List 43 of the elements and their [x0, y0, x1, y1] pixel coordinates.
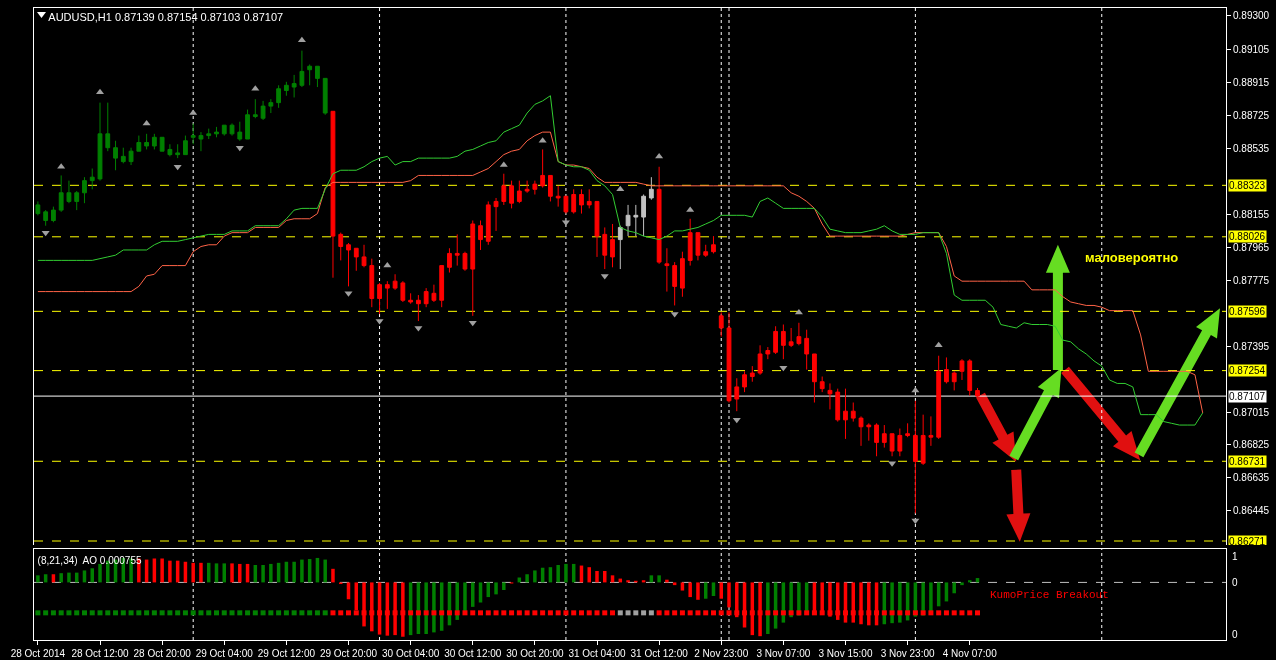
- ref-line-label: 0.88026: [1229, 231, 1266, 242]
- x-tick-label: 30 Oct 12:00: [444, 648, 502, 659]
- ref-line-label: 0.88323: [1229, 180, 1266, 191]
- text: 0: [1232, 629, 1238, 640]
- x-tick-label: 29 Oct 04:00: [195, 648, 254, 659]
- ref-line-label: 0.87596: [1229, 306, 1266, 317]
- y-tick-label: 0.87395: [1233, 340, 1270, 352]
- x-tick-label: 29 Oct 20:00: [319, 648, 378, 659]
- y-tick-label: 0.88535: [1233, 143, 1270, 155]
- text: 1: [1232, 551, 1238, 562]
- annotation: маловероятно: [1085, 250, 1179, 265]
- x-tick-label: 4 Nov 07:00: [942, 648, 998, 659]
- ref-line-label: 0.87107: [1229, 391, 1266, 402]
- x-tick-label: 3 Nov 07:00: [756, 648, 811, 659]
- y-tick-label: 0.86445: [1233, 505, 1270, 517]
- x-tick-label: 3 Nov 23:00: [880, 648, 936, 659]
- y-tick-label: 0.88155: [1233, 208, 1270, 220]
- y-tick-label: 0.86635: [1233, 472, 1270, 484]
- y-tick-label: 0.87965: [1233, 241, 1270, 253]
- x-tick-label: 29 Oct 12:00: [257, 648, 316, 659]
- annotation: KumoPrice Breakout: [990, 589, 1109, 601]
- x-tick-label: 3 Nov 15:00: [818, 648, 873, 659]
- x-tick-label: 30 Oct 04:00: [382, 648, 440, 659]
- x-tick-label: 30 Oct 20:00: [506, 648, 564, 659]
- x-tick-label: 28 Oct 12:00: [71, 648, 130, 659]
- y-tick-label: 0.89300: [1233, 10, 1270, 22]
- y-tick-label: 0.86825: [1233, 439, 1270, 451]
- x-tick-label: 31 Oct 12:00: [630, 648, 689, 659]
- y-tick-label: 0.87775: [1233, 274, 1270, 286]
- ref-line-label: 0.86731: [1229, 456, 1266, 467]
- x-tick-label: 28 Oct 20:00: [133, 648, 192, 659]
- chart-title: (8,21,34) AO 0.000755: [37, 555, 142, 566]
- y-tick-label: 0.89105: [1233, 44, 1270, 56]
- y-tick-label: 0.87015: [1233, 406, 1270, 418]
- y-tick-label: 0.88725: [1233, 110, 1270, 122]
- ref-line-label: 0.87254: [1229, 365, 1266, 376]
- chart-title: AUDUSD,H1 0.87139 0.87154 0.87103 0.87107: [48, 10, 284, 23]
- x-tick-label: 2 Nov 23:00: [694, 648, 749, 659]
- y-tick-label: 0.88915: [1233, 77, 1270, 89]
- text: 0: [1232, 577, 1238, 588]
- x-tick-label: 28 Oct 2014: [10, 648, 66, 659]
- ref-line-label: 0.86271: [1229, 536, 1266, 547]
- x-tick-label: 31 Oct 04:00: [568, 648, 627, 659]
